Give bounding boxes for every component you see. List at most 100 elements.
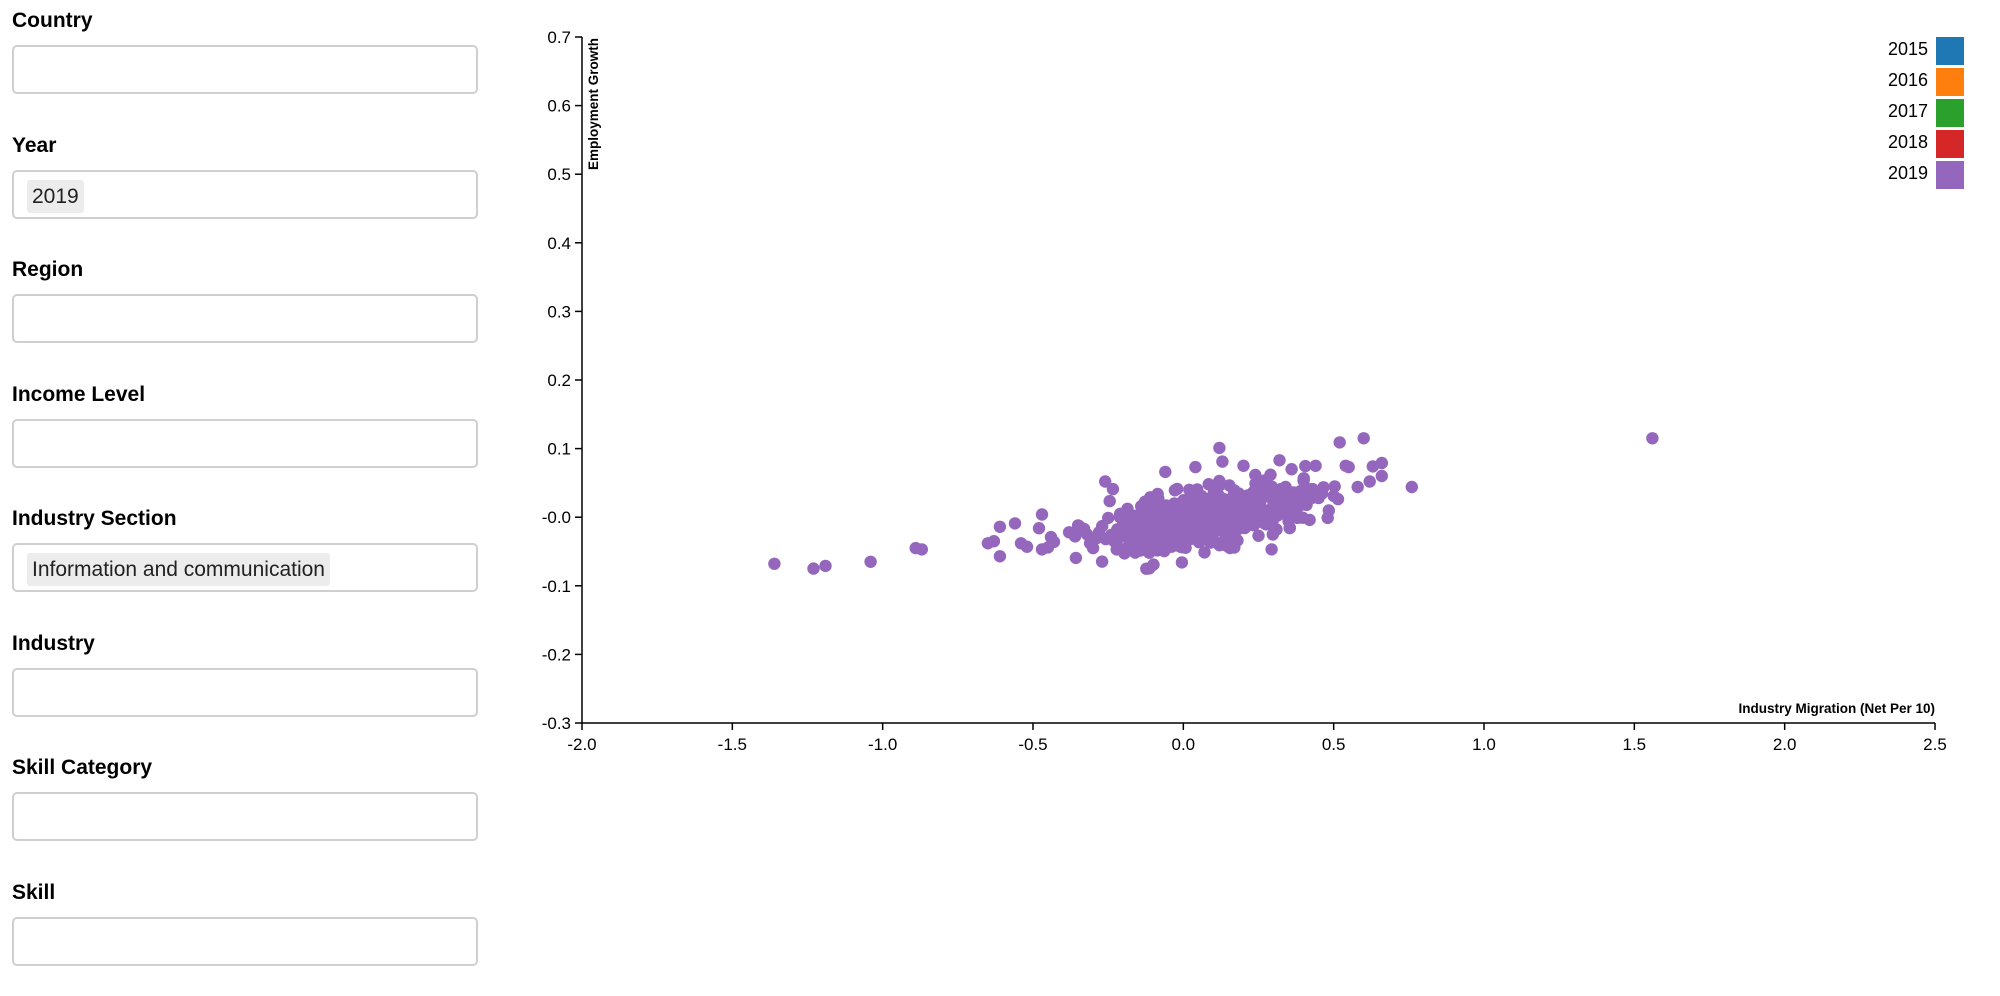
legend-item-2017[interactable]: 2017: [1888, 99, 1964, 127]
data-point[interactable]: [1171, 483, 1183, 495]
data-point[interactable]: [1277, 494, 1289, 506]
y-tick-label: 0.1: [547, 440, 571, 459]
legend-label: 2015: [1888, 39, 1928, 59]
data-point[interactable]: [1265, 543, 1277, 555]
y-tick-label: 0.4: [547, 234, 571, 253]
data-point[interactable]: [768, 558, 780, 570]
data-point[interactable]: [864, 556, 876, 568]
data-point[interactable]: [1176, 556, 1188, 568]
data-point[interactable]: [1266, 481, 1278, 493]
data-point[interactable]: [1304, 483, 1316, 495]
x-tick-label: 2.0: [1773, 735, 1797, 754]
legend-label: 2017: [1888, 101, 1928, 121]
data-point[interactable]: [1249, 469, 1261, 481]
data-point[interactable]: [1114, 511, 1126, 523]
data-point[interactable]: [1213, 442, 1225, 454]
y-tick-label: -0.1: [542, 577, 571, 596]
y-tick-label: 0.2: [547, 371, 571, 390]
data-point[interactable]: [1152, 506, 1164, 518]
data-point[interactable]: [1343, 461, 1355, 473]
data-point[interactable]: [1189, 461, 1201, 473]
data-point[interactable]: [1128, 510, 1140, 522]
data-point[interactable]: [1334, 436, 1346, 448]
data-point[interactable]: [1140, 495, 1152, 507]
x-tick-label: 1.0: [1472, 735, 1496, 754]
y-tick-label: -0.0: [542, 508, 571, 527]
data-point[interactable]: [1298, 472, 1310, 484]
data-point[interactable]: [1203, 505, 1215, 517]
data-point[interactable]: [1115, 530, 1127, 542]
data-point[interactable]: [1287, 505, 1299, 517]
data-point[interactable]: [1254, 496, 1266, 508]
data-point[interactable]: [1021, 541, 1033, 553]
data-point[interactable]: [1224, 542, 1236, 554]
data-point[interactable]: [1143, 562, 1155, 574]
data-point[interactable]: [1323, 504, 1335, 516]
data-point[interactable]: [1073, 520, 1085, 532]
data-point[interactable]: [1178, 524, 1190, 536]
data-point[interactable]: [1230, 494, 1242, 506]
data-point[interactable]: [1100, 533, 1112, 545]
data-point[interactable]: [1185, 512, 1197, 524]
x-tick-label: 0.5: [1322, 735, 1346, 754]
data-point[interactable]: [1216, 455, 1228, 467]
data-point[interactable]: [1104, 495, 1116, 507]
data-point[interactable]: [1036, 508, 1048, 520]
x-axis-label: Industry Migration (Net Per 10): [1738, 701, 1935, 716]
data-point[interactable]: [1033, 522, 1045, 534]
data-point[interactable]: [1048, 536, 1060, 548]
data-point[interactable]: [1376, 470, 1388, 482]
data-point[interactable]: [916, 543, 928, 555]
data-point[interactable]: [1258, 511, 1270, 523]
data-point[interactable]: [1135, 532, 1147, 544]
legend-swatch[interactable]: [1936, 99, 1964, 127]
x-tick-label: 1.5: [1623, 735, 1647, 754]
data-point[interactable]: [1358, 432, 1370, 444]
data-point[interactable]: [1159, 536, 1171, 548]
data-point[interactable]: [1223, 517, 1235, 529]
data-point[interactable]: [1070, 552, 1082, 564]
data-point[interactable]: [1329, 480, 1341, 492]
data-point[interactable]: [988, 535, 1000, 547]
legend-item-2016[interactable]: 2016: [1888, 68, 1964, 96]
chart-legend[interactable]: 2015 2016 2017 2018 2019: [1888, 37, 1964, 189]
data-point[interactable]: [1107, 483, 1119, 495]
legend-swatch[interactable]: [1936, 130, 1964, 158]
data-point[interactable]: [1174, 541, 1186, 553]
legend-label: 2016: [1888, 70, 1928, 90]
data-point[interactable]: [1646, 432, 1658, 444]
data-point[interactable]: [1096, 555, 1108, 567]
legend-swatch[interactable]: [1936, 68, 1964, 96]
data-point[interactable]: [1299, 460, 1311, 472]
data-point[interactable]: [1317, 481, 1329, 493]
legend-item-2019[interactable]: 2019: [1888, 161, 1964, 189]
data-point[interactable]: [1143, 547, 1155, 559]
data-point[interactable]: [1102, 512, 1114, 524]
data-point[interactable]: [1168, 518, 1180, 530]
legend-swatch[interactable]: [1936, 37, 1964, 65]
data-point[interactable]: [1237, 460, 1249, 472]
data-point[interactable]: [1406, 481, 1418, 493]
data-point[interactable]: [819, 560, 831, 572]
data-point[interactable]: [1111, 543, 1123, 555]
data-point[interactable]: [1273, 454, 1285, 466]
data-point[interactable]: [1285, 463, 1297, 475]
legend-swatch[interactable]: [1936, 161, 1964, 189]
data-point[interactable]: [807, 562, 819, 574]
data-point[interactable]: [1159, 466, 1171, 478]
data-point[interactable]: [1332, 493, 1344, 505]
data-point[interactable]: [1376, 457, 1388, 469]
data-point[interactable]: [1009, 517, 1021, 529]
data-point[interactable]: [1364, 475, 1376, 487]
data-point[interactable]: [994, 550, 1006, 562]
data-point[interactable]: [1352, 481, 1364, 493]
y-tick-label: 0.5: [547, 165, 571, 184]
data-point[interactable]: [1129, 546, 1141, 558]
legend-item-2015[interactable]: 2015: [1888, 37, 1964, 65]
x-tick-label: 0.0: [1172, 735, 1196, 754]
data-point[interactable]: [994, 521, 1006, 533]
data-point[interactable]: [1284, 522, 1296, 534]
legend-item-2018[interactable]: 2018: [1888, 130, 1964, 158]
